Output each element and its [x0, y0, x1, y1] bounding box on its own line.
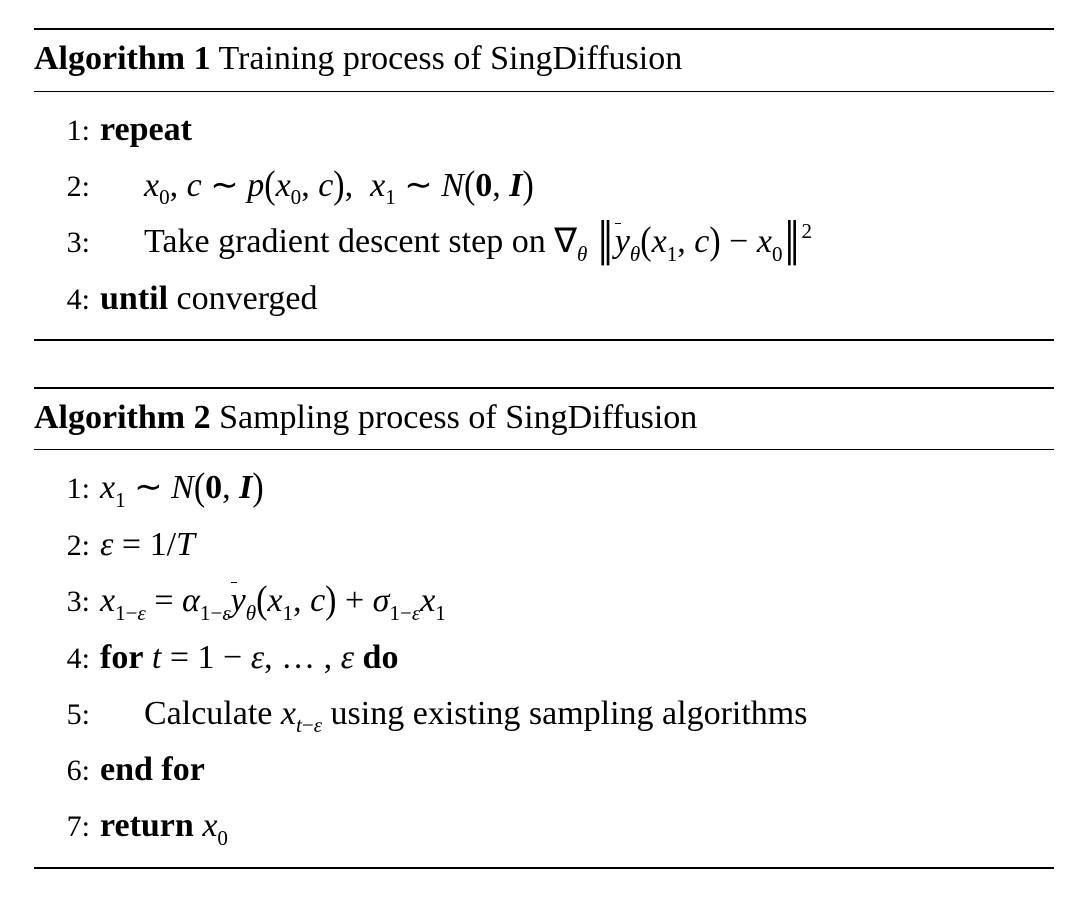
- line-number: 4:: [50, 634, 100, 684]
- line-number: 4:: [50, 275, 100, 325]
- algorithm-2-line-1: 1: x1 ∼ N(0, I): [34, 460, 1054, 517]
- algorithm-2-line-3: 3: x1−ε = α1−εyθ(x1, c) + σ1−εx1: [34, 573, 1054, 630]
- keyword-repeat: repeat: [100, 111, 192, 148]
- algorithm-2-line-6: 6: end for: [34, 742, 1054, 798]
- text-prefix: Take gradient descent step on: [144, 223, 554, 260]
- keyword-return: return: [100, 807, 194, 844]
- algorithm-1-body: 1: repeat 2: x0, c ∼ p(x0, c), x1 ∼ N(0,…: [34, 92, 1054, 341]
- line-content: Calculate xt−ε using existing sampling a…: [100, 686, 1054, 743]
- algorithm-1-line-1: 1: repeat: [34, 102, 1054, 158]
- line-content: x0, c ∼ p(x0, c), x1 ∼ N(0, I): [100, 158, 1054, 215]
- line-content: for t = 1 − ε, … , ε do: [100, 630, 1054, 686]
- line-content: repeat: [100, 102, 1054, 158]
- page: Algorithm 1 Training process of SingDiff…: [0, 0, 1080, 909]
- line-content: x1 ∼ N(0, I): [100, 460, 1054, 517]
- keyword-until: until: [100, 280, 168, 317]
- algorithm-2-line-7: 7: return x0: [34, 798, 1054, 855]
- line-number: 7:: [50, 802, 100, 852]
- algorithm-2-line-2: 2: ε = 1/T: [34, 517, 1054, 573]
- line-content: ε = 1/T: [100, 517, 1054, 573]
- line-content: Take gradient descent step on ∇θ ∥yθ(x1,…: [100, 214, 1054, 271]
- line-number: 1:: [50, 464, 100, 514]
- text-suffix: converged: [168, 280, 317, 317]
- line-content: until converged: [100, 271, 1054, 327]
- algorithm-2: Algorithm 2 Sampling process of SingDiff…: [34, 387, 1054, 869]
- algorithm-2-line-4: 4: for t = 1 − ε, … , ε do: [34, 630, 1054, 686]
- line-number: 1:: [50, 106, 100, 156]
- line-number: 3:: [50, 577, 100, 627]
- line-number: 6:: [50, 746, 100, 796]
- algorithm-2-title-text: Sampling process of SingDiffusion: [219, 399, 697, 436]
- algorithm-2-title: Algorithm 2 Sampling process of SingDiff…: [34, 387, 1054, 451]
- algorithm-1-line-2: 2: x0, c ∼ p(x0, c), x1 ∼ N(0, I): [34, 158, 1054, 215]
- line-number: 5:: [50, 690, 100, 740]
- line-content: return x0: [100, 798, 1054, 855]
- line-content: end for: [100, 742, 1054, 798]
- algorithm-2-title-prefix: Algorithm 2: [34, 399, 211, 436]
- algorithm-1-title-text: Training process of SingDiffusion: [218, 40, 682, 77]
- keyword-for: for: [100, 639, 143, 676]
- algorithm-1-line-3: 3: Take gradient descent step on ∇θ ∥yθ(…: [34, 214, 1054, 271]
- text-suffix: using existing sampling algorithms: [322, 695, 807, 732]
- algorithm-1: Algorithm 1 Training process of SingDiff…: [34, 28, 1054, 341]
- text-prefix: Calculate: [144, 695, 281, 732]
- algorithm-2-line-5: 5: Calculate xt−ε using existing samplin…: [34, 686, 1054, 743]
- line-content: x1−ε = α1−εyθ(x1, c) + σ1−εx1: [100, 573, 1054, 630]
- algorithm-1-line-4: 4: until converged: [34, 271, 1054, 327]
- line-number: 3:: [50, 218, 100, 268]
- line-number: 2:: [50, 162, 100, 212]
- algorithm-2-body: 1: x1 ∼ N(0, I) 2: ε = 1/T 3: x1−ε = α1−…: [34, 450, 1054, 869]
- keyword-do: do: [363, 639, 399, 676]
- line-number: 2:: [50, 521, 100, 571]
- keyword-end-for: end for: [100, 751, 205, 788]
- algorithm-1-title: Algorithm 1 Training process of SingDiff…: [34, 28, 1054, 92]
- algorithm-1-title-prefix: Algorithm 1: [34, 40, 211, 77]
